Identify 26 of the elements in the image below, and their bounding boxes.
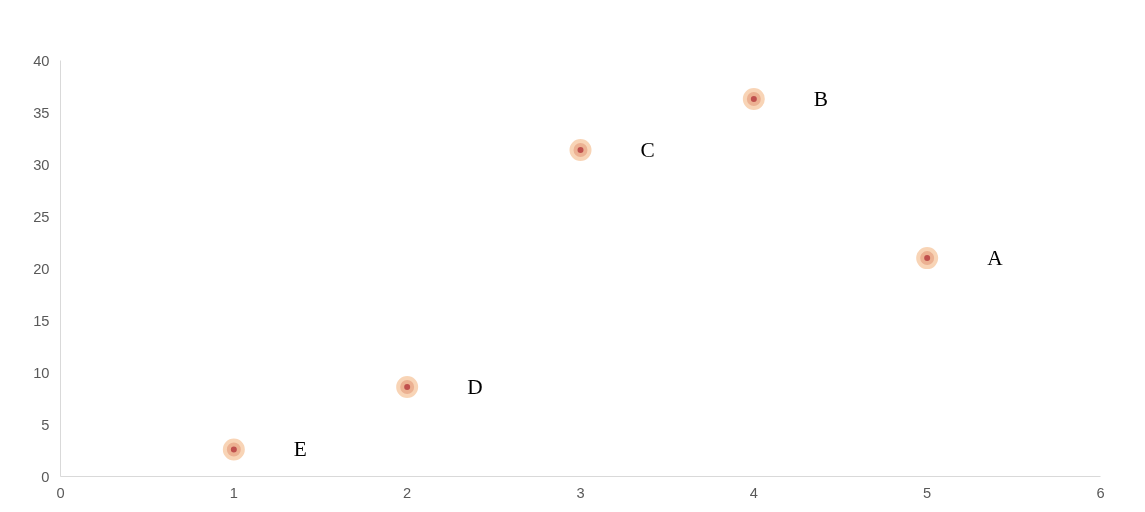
y-tick-label: 40: [33, 52, 50, 69]
point: [396, 376, 419, 399]
annotation: E: [293, 437, 307, 462]
annotation: B: [813, 86, 829, 111]
annotation: D: [467, 375, 483, 400]
x-tick-label: 2: [403, 484, 412, 501]
y-tick-label: 0: [41, 468, 50, 485]
x-tick-label: 6: [1096, 484, 1105, 501]
y-tick-label: 15: [33, 312, 50, 329]
point: [916, 247, 939, 270]
x-tick-label: 5: [923, 484, 932, 501]
x-tick-label: 3: [576, 484, 585, 501]
x-tick-label: 1: [229, 484, 238, 501]
x-tick-label: 0: [56, 484, 65, 501]
y-tick-label: 5: [41, 416, 50, 433]
y-tick-label: 25: [33, 208, 50, 225]
y-tick-label: 30: [33, 156, 50, 173]
y-tick-label: 20: [33, 260, 50, 277]
point: [222, 438, 245, 461]
y-tick-label: 10: [33, 364, 50, 381]
y-tick-label: 35: [33, 104, 50, 121]
point: [742, 87, 765, 110]
annotation: C: [640, 137, 655, 162]
annotation: A: [987, 246, 1004, 271]
point: [569, 138, 592, 161]
x-tick-label: 4: [749, 484, 758, 501]
